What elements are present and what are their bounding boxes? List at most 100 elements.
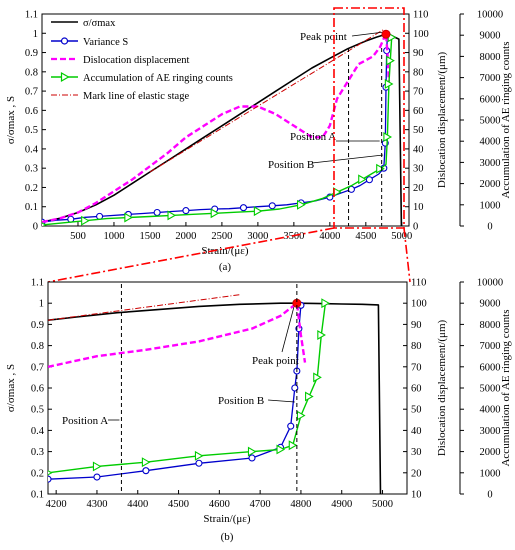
series-point-ae [386, 55, 395, 66]
y-right2-tick-label: 1000 [480, 200, 501, 211]
x-tick-label: 1000 [103, 231, 124, 242]
x-tick-label: 4700 [250, 499, 271, 510]
y-right2-tick-label: 7000 [480, 341, 501, 352]
x-tick-label: 4600 [209, 499, 230, 510]
y-right1-tick-label: 90 [413, 48, 424, 59]
series-point-ae [167, 210, 177, 221]
y-tick-label: 0.2 [25, 183, 38, 194]
x-tick-label: 2000 [175, 231, 196, 242]
y-right1-tick-label: 30 [411, 447, 422, 458]
y-right2-tick-label: 6000 [480, 362, 501, 373]
y-tick-label: 0.3 [25, 164, 38, 175]
x-tick-label: 500 [70, 231, 86, 242]
x-tick-label: 4000 [319, 231, 340, 242]
y-right1-tick-label: 0 [413, 222, 418, 233]
y-right2-tick-label: 5000 [480, 116, 501, 127]
y-tick-label: 0.4 [31, 426, 45, 437]
series-line-2 [42, 32, 391, 224]
series-point-variance [93, 473, 101, 481]
y-right1-tick-label: 30 [413, 164, 424, 175]
series-group [48, 294, 382, 494]
series-point-ae [48, 470, 53, 476]
y-right1-tick-label: 50 [411, 405, 422, 416]
y-tick-label: 0.7 [25, 87, 38, 98]
y-right1-tick-label: 60 [413, 106, 424, 117]
ylabel-right2-b: Accumulation of AE ringing counts [500, 309, 512, 466]
y-right2-tick-label: 10000 [477, 10, 503, 21]
ylabel-right1-a: Dislocation displacement/(μm) [436, 52, 448, 189]
chart-panel-b: 4200 4300 4400 4500 4600 4700 4800 4900 5000 0.1 0… [5, 278, 512, 544]
y-right1-tick-label: 80 [411, 341, 422, 352]
legend-label-stress: σ/σmax [83, 18, 116, 29]
y-tick-label: 0.7 [31, 362, 44, 373]
series-point-variance [142, 467, 150, 475]
y-tick-label: 1.1 [25, 10, 38, 21]
x-tick-label: 5000 [391, 231, 412, 242]
y-right2-tick-label: 2000 [480, 447, 501, 458]
plot-area-b [47, 281, 408, 495]
y-tick-label: 0.6 [31, 384, 44, 395]
y-tick-label: 1 [39, 299, 44, 310]
series-layer-b [48, 294, 382, 494]
y-right1-tick-label: 20 [413, 183, 424, 194]
y-right1-tick-label: 100 [413, 29, 429, 40]
series-point-ae [210, 208, 220, 219]
series-point-ae [297, 199, 306, 210]
y-tick-label: 0.9 [25, 48, 38, 59]
peak-arrow [351, 31, 383, 37]
annotation-layer-a: Peak point Position A Position B [268, 29, 391, 226]
peak-point-label: Peak point [252, 355, 299, 367]
series-point-ae [194, 450, 204, 461]
series-point-ae [276, 444, 286, 455]
y-right1-tick-label: 110 [411, 278, 426, 289]
series-line-4 [48, 294, 240, 321]
peak-point-marker [381, 29, 391, 39]
y-tick-label: 0.5 [25, 125, 38, 136]
zoom-connector-left [47, 227, 335, 283]
y-right2-tick-label: 7000 [480, 73, 501, 84]
panel-label-b: (b) [221, 531, 234, 543]
y-right1-tick-label: 100 [411, 299, 427, 310]
series-point-variance [287, 422, 295, 430]
x-tick-label: 4400 [127, 499, 148, 510]
series-point-variance [48, 475, 52, 483]
series-line-0 [48, 302, 382, 494]
y-tick-label: 0 [33, 222, 38, 233]
y-tick-label: 0.1 [25, 202, 38, 213]
y-right1-tick-label: 10 [411, 490, 422, 501]
x-tick-label: 4800 [290, 499, 311, 510]
position-b-label: Position B [268, 159, 314, 171]
y-right1-tick-label: 20 [411, 468, 422, 479]
y-right2-tick-label: 8000 [480, 320, 501, 331]
legend: σ/σmax Variance S Dislocation displaceme… [51, 18, 233, 102]
x-tick-label: 1500 [139, 231, 160, 242]
series-point-variance [239, 204, 248, 212]
series-point-ae [42, 222, 47, 226]
series-line-2 [48, 302, 307, 368]
legend-marker-ae [60, 71, 70, 83]
series-point-ae [253, 206, 263, 217]
ylabel-right1-b: Dislocation displacement/(μm) [436, 320, 448, 457]
legend-marker-variance [60, 37, 69, 45]
y-right1-tick-label: 90 [411, 320, 422, 331]
y-tick-label: 0.5 [31, 405, 44, 416]
series-point-ae [383, 132, 393, 142]
y-right2-tick-label: 3000 [480, 158, 501, 169]
y-right2-tick-label: 8000 [480, 52, 501, 63]
y-right1-tick-label: 110 [413, 10, 428, 21]
y-tick-label: 0.1 [31, 490, 44, 501]
y-right1-tick-label: 50 [413, 125, 424, 136]
y-tick-label: 1 [33, 29, 38, 40]
series-line-3 [48, 303, 327, 474]
series-point-variance [182, 207, 190, 215]
xlabel-a: Strain/(με) [201, 245, 249, 257]
y-right2-tick-label: 2000 [480, 179, 501, 190]
position-b-label: Position B [218, 395, 264, 407]
y-right2-tick-label: 1000 [480, 468, 501, 479]
series-point-variance [291, 384, 299, 392]
y-right1-tick-label: 70 [413, 87, 424, 98]
y-tick-label: 1.1 [31, 278, 44, 289]
series-point-variance [365, 176, 373, 184]
legend-label-ae: Accumulation of AE ringing counts [83, 73, 233, 84]
